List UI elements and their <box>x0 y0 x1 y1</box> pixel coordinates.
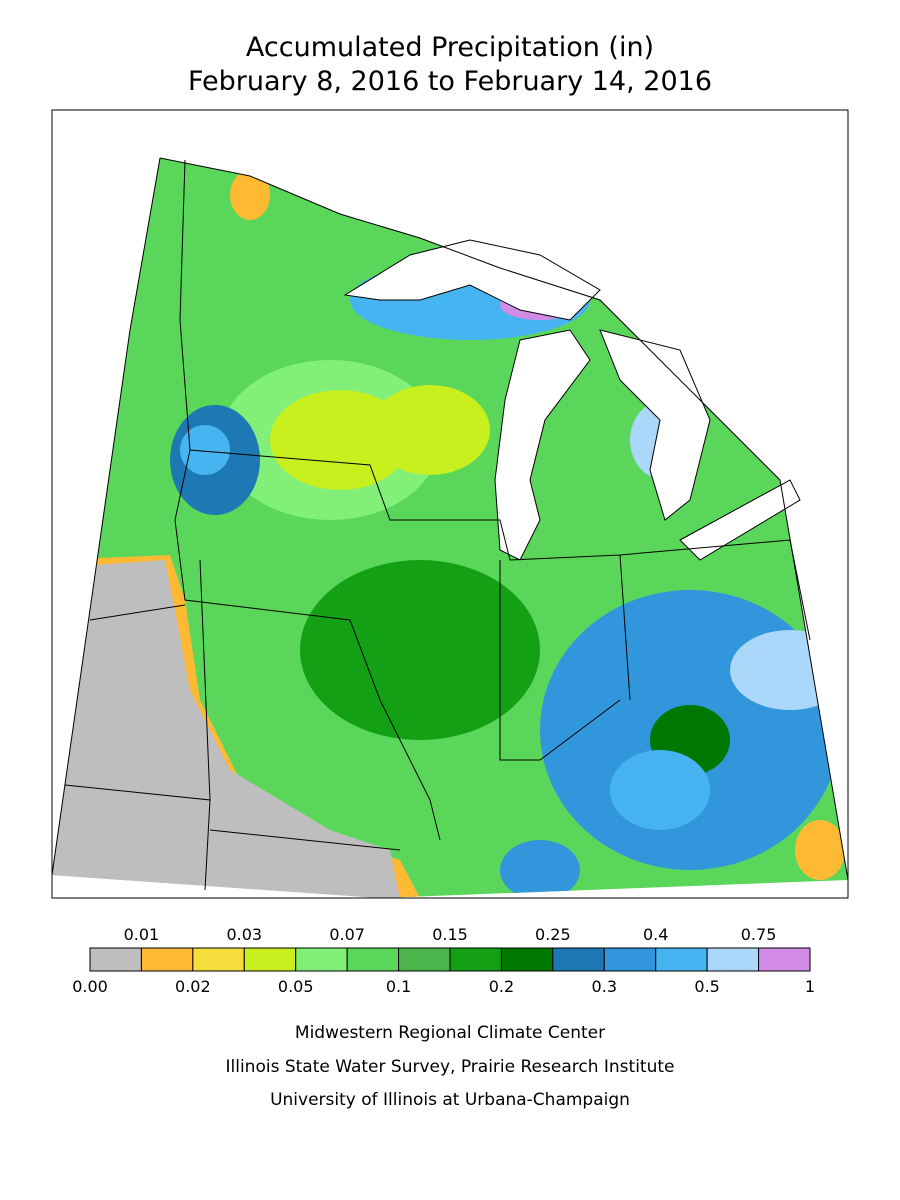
credit-line: Midwestern Regional Climate Center <box>295 1023 605 1043</box>
legend-swatch <box>243 947 297 972</box>
legend: 0.01 0.03 0.07 0.15 0.25 0.4 0.75 0.00 0.02 0.05 0… <box>72 925 815 996</box>
legend-swatch <box>140 947 194 972</box>
field-area <box>300 560 540 740</box>
credit-line: University of Illinois at Urbana-Champai… <box>270 1090 630 1110</box>
legend-swatch <box>758 947 811 972</box>
lake-huron <box>599 329 711 521</box>
legend-label: 0.05 <box>278 977 314 996</box>
legend-swatch <box>552 947 605 972</box>
map-subtitle: February 8, 2016 to February 14, 2016 <box>188 66 712 97</box>
legend-label: 0.01 <box>124 925 160 944</box>
legend-label: 0.4 <box>643 925 668 944</box>
map-frame <box>51 109 849 899</box>
legend-label: 0.07 <box>329 925 365 944</box>
field-area <box>370 385 490 475</box>
map-title: Accumulated Precipitation (in) <box>246 32 654 63</box>
lake-michigan <box>494 329 591 561</box>
legend-label: 1 <box>805 977 815 996</box>
legend-label: 0.2 <box>489 977 514 996</box>
map <box>51 109 849 899</box>
field-area <box>230 170 270 220</box>
legend-label: 0.25 <box>535 925 571 944</box>
legend-swatch <box>655 947 708 972</box>
domain-edge <box>51 157 849 881</box>
legend-label: 0.3 <box>592 977 617 996</box>
legend-swatch <box>192 947 245 972</box>
legend-swatch <box>706 947 760 972</box>
legend-label: 0.00 <box>72 977 108 996</box>
legend-swatch <box>346 947 400 972</box>
legend-label: 0.5 <box>694 977 719 996</box>
legend-swatch <box>500 947 554 972</box>
credit-line: Illinois State Water Survey, Prairie Res… <box>226 1057 675 1077</box>
field-area <box>795 820 845 880</box>
legend-swatch <box>449 947 502 972</box>
lake-erie <box>679 479 801 561</box>
legend-swatch <box>603 947 657 972</box>
legend-swatch <box>398 947 451 972</box>
state-borders <box>64 159 811 891</box>
field-area <box>180 425 230 475</box>
legend-label: 0.02 <box>175 977 211 996</box>
lake-superior <box>343 239 601 321</box>
legend-swatch <box>89 947 142 972</box>
field-area <box>500 840 580 898</box>
legend-swatch <box>295 947 348 972</box>
legend-label: 0.03 <box>226 925 262 944</box>
legend-label: 0.15 <box>432 925 468 944</box>
legend-label: 0.75 <box>741 925 777 944</box>
field-area <box>610 750 710 830</box>
legend-label: 0.1 <box>386 977 411 996</box>
field-area <box>52 560 400 898</box>
